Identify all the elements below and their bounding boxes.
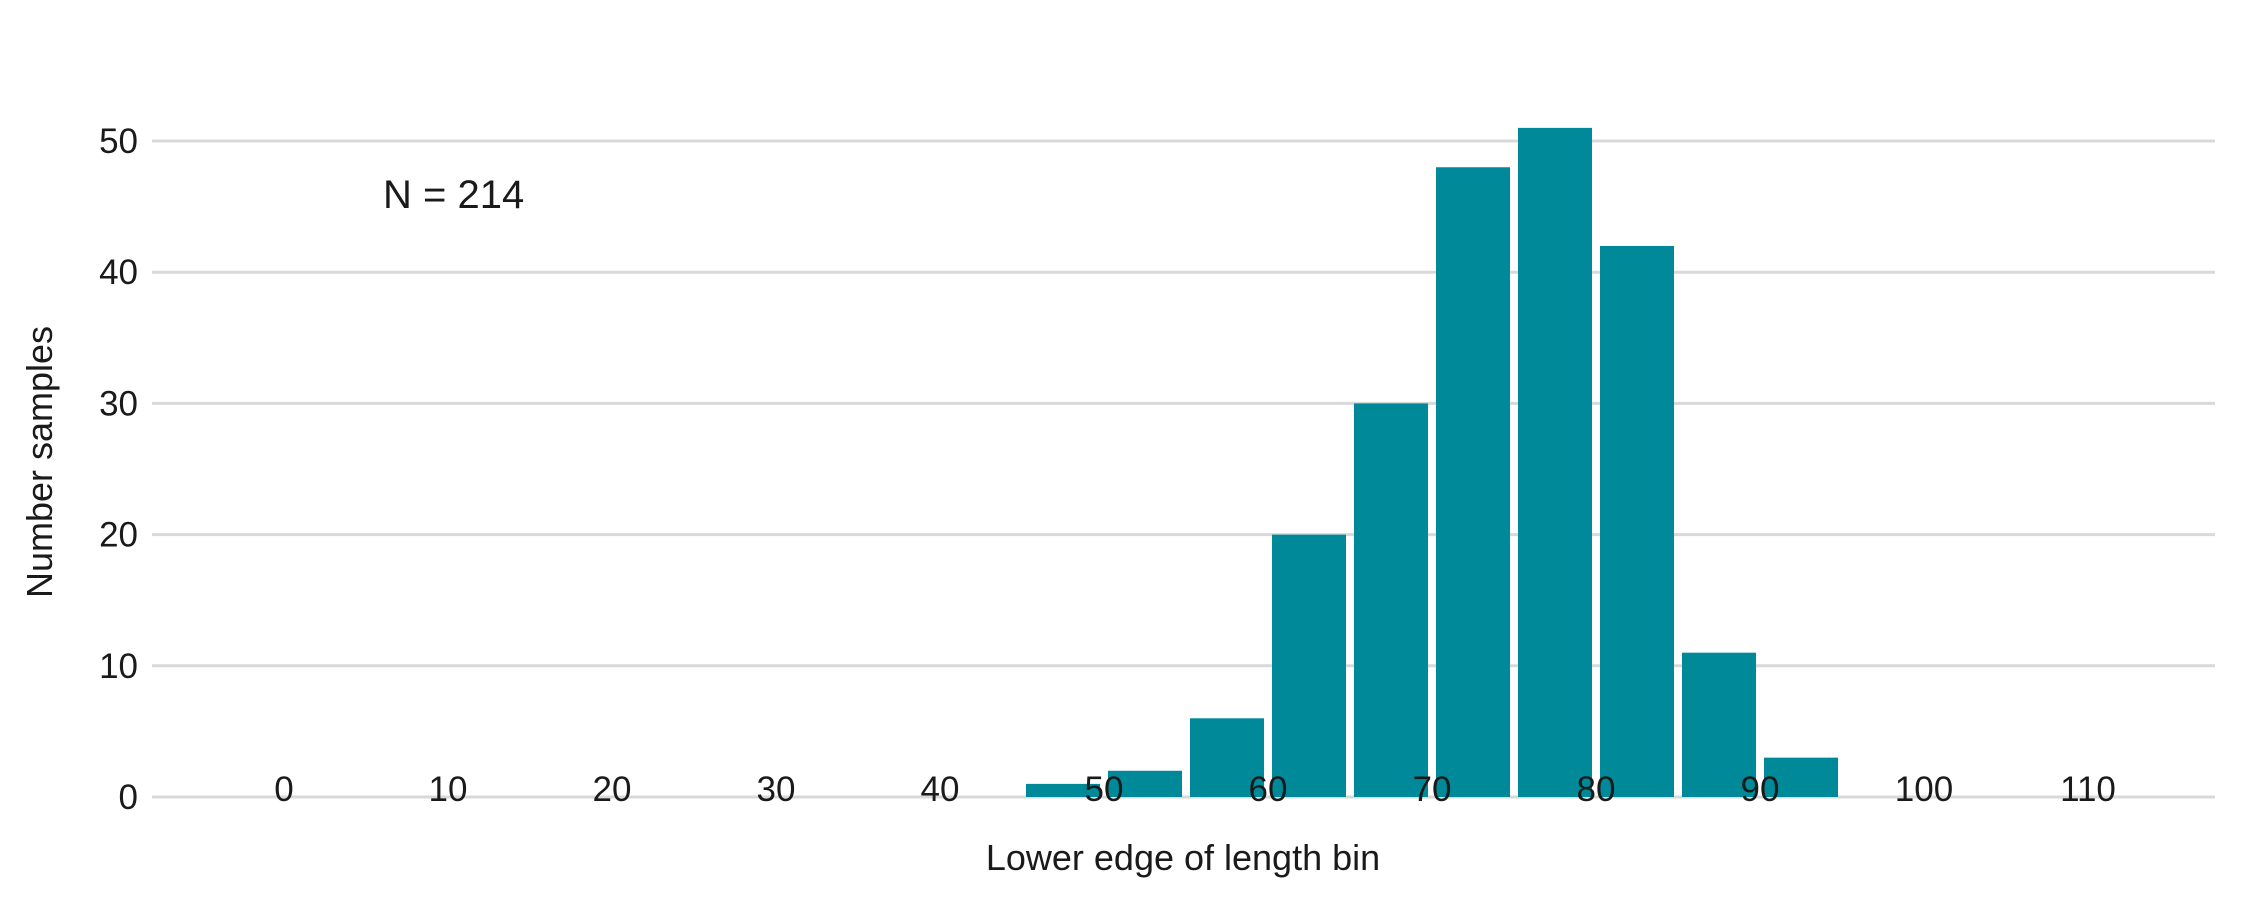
y-tick-label-50: 50	[99, 122, 138, 161]
y-tick-label-20: 20	[99, 516, 138, 555]
x-tick-label-80: 80	[1577, 770, 1616, 809]
x-tick-label-50: 50	[1085, 770, 1124, 809]
gridlines	[152, 139, 2215, 799]
bar-70	[1436, 167, 1510, 798]
y-tick-label-30: 30	[99, 384, 138, 423]
bar-80	[1600, 245, 1674, 797]
y-tick-label-40: 40	[99, 253, 138, 292]
y-tick-label-0: 0	[119, 778, 138, 817]
x-tick-label-60: 60	[1249, 770, 1288, 809]
bar-50	[1108, 770, 1182, 797]
bar-90	[1764, 757, 1838, 797]
y-tick-label-10: 10	[99, 647, 138, 686]
bar-85	[1682, 652, 1756, 797]
x-tick-label-40: 40	[921, 770, 960, 809]
x-tick-label-0: 0	[274, 770, 293, 809]
bar-75	[1518, 127, 1592, 797]
x-tick-labels: 0 10 20 30 40 50 60 70 80 90 100 110	[274, 770, 2116, 809]
x-axis-title: Lower edge of length bin	[986, 837, 1380, 878]
x-tick-label-20: 20	[593, 770, 632, 809]
bar-55	[1190, 718, 1264, 797]
x-tick-label-100: 100	[1895, 770, 1953, 809]
bar-65	[1354, 403, 1428, 797]
x-tick-label-10: 10	[429, 770, 468, 809]
x-tick-label-30: 30	[757, 770, 796, 809]
x-tick-label-110: 110	[2060, 770, 2116, 809]
y-axis-title: Number samples	[19, 326, 60, 598]
bar-45	[1026, 783, 1100, 797]
bar-60	[1272, 534, 1346, 797]
x-tick-label-90: 90	[1741, 770, 1780, 809]
bars	[1026, 127, 1838, 798]
sample-size-annotation: N = 214	[383, 173, 524, 217]
y-tick-labels: 0 10 20 30 40 50	[99, 122, 138, 817]
x-tick-label-70: 70	[1413, 770, 1452, 809]
